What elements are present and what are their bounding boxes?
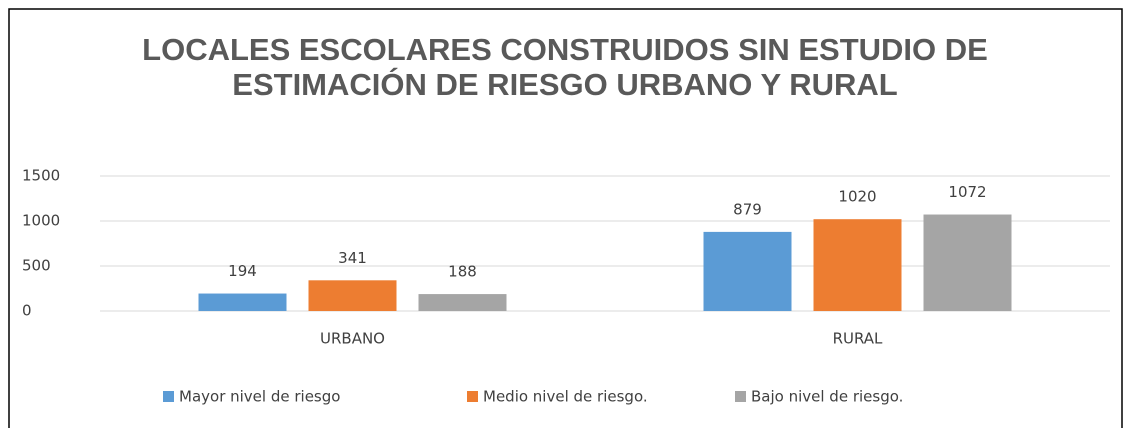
data-label: 879 xyxy=(733,200,762,218)
data-label: 341 xyxy=(338,249,367,267)
bar xyxy=(418,294,507,311)
legend-swatch xyxy=(163,391,174,402)
legend-swatch xyxy=(467,391,478,402)
data-label: 194 xyxy=(228,262,257,280)
chart-title: LOCALES ESCOLARES CONSTRUIDOS SIN ESTUDI… xyxy=(142,32,988,102)
legend-label: Mayor nivel de riesgo xyxy=(179,388,340,406)
data-label: 1072 xyxy=(948,183,986,201)
chart-border xyxy=(8,8,1123,428)
data-label: 188 xyxy=(448,263,477,281)
y-tick-label: 500 xyxy=(22,257,51,275)
data-label: 1020 xyxy=(838,188,876,206)
bar xyxy=(198,293,287,311)
y-tick-label: 0 xyxy=(22,302,32,320)
y-tick-label: 1500 xyxy=(22,167,60,185)
y-tick-label: 1000 xyxy=(22,212,60,230)
bar xyxy=(308,280,397,311)
bar xyxy=(813,219,902,311)
legend-label: Bajo nivel de riesgo. xyxy=(751,388,903,406)
x-tick-label: RURAL xyxy=(833,330,883,348)
legend-label: Medio nivel de riesgo. xyxy=(483,388,648,406)
bar xyxy=(703,231,792,311)
x-tick-label: URBANO xyxy=(320,330,385,348)
legend-swatch xyxy=(735,391,746,402)
bar xyxy=(923,214,1012,311)
